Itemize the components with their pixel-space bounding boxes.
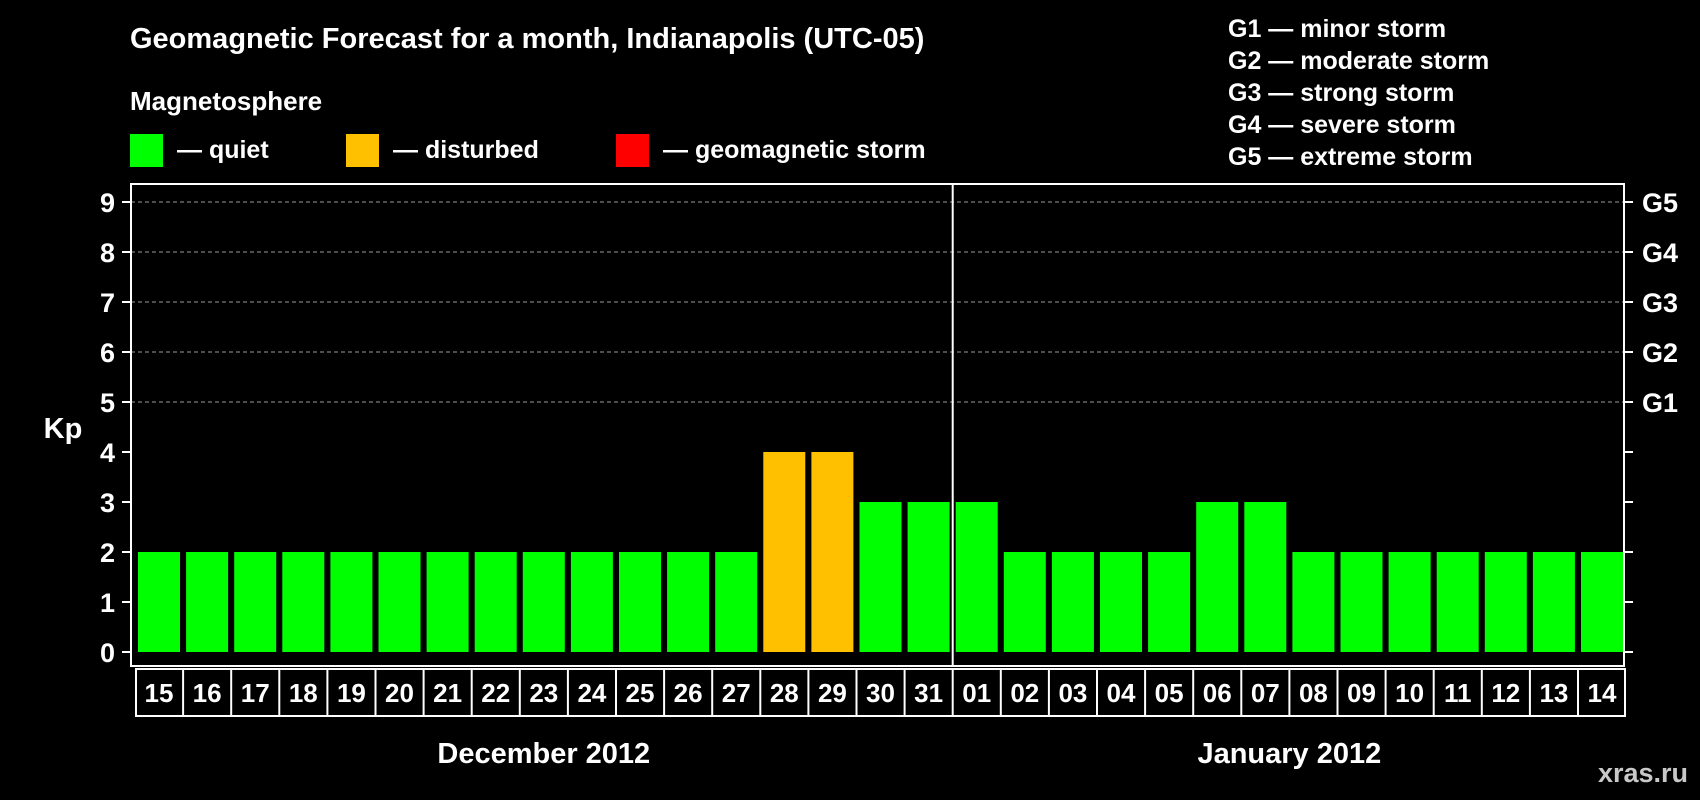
chart-title: Geomagnetic Forecast for a month, Indian…: [130, 23, 924, 55]
storm-level-g3: G3 — strong storm: [1228, 79, 1454, 107]
bar-08: [1292, 552, 1335, 652]
bar-15: [138, 552, 180, 652]
x-tick-label-03: 03: [1058, 678, 1087, 708]
bar-19: [330, 552, 373, 652]
x-tick-label-11: 11: [1444, 678, 1472, 708]
x-tick-label-08: 08: [1299, 678, 1328, 708]
bar-14: [1581, 552, 1623, 652]
y-tick-label-9: 9: [100, 188, 115, 218]
x-tick-label-02: 02: [1010, 678, 1039, 708]
x-tick-label-10: 10: [1395, 678, 1424, 708]
bar-30: [859, 502, 902, 652]
bar-16: [186, 552, 229, 652]
x-tick-label-24: 24: [577, 678, 606, 708]
month-label-1: December 2012: [437, 738, 650, 770]
bar-03: [1051, 552, 1094, 652]
right-label-G3: G3: [1642, 288, 1678, 318]
plot-frame: [130, 183, 1625, 667]
legend-label-quiet: — quiet: [177, 136, 269, 164]
bar-21: [426, 552, 469, 652]
bar-06: [1196, 502, 1239, 652]
x-tick-label-28: 28: [770, 678, 799, 708]
bar-05: [1148, 552, 1191, 652]
x-tick-label-20: 20: [385, 678, 414, 708]
x-tick-label-30: 30: [866, 678, 895, 708]
x-tick-label-31: 31: [914, 678, 943, 708]
x-tick-label-22: 22: [481, 678, 510, 708]
bar-20: [378, 552, 421, 652]
month-label-2: January 2012: [1197, 738, 1381, 770]
bar-02: [1003, 552, 1046, 652]
bar-24: [570, 552, 613, 652]
x-tick-label-25: 25: [626, 678, 655, 708]
bar-11: [1436, 552, 1479, 652]
x-tick-label-12: 12: [1491, 678, 1520, 708]
bar-27: [715, 552, 758, 652]
right-label-G5: G5: [1642, 188, 1678, 218]
storm-level-g4: G4 — severe storm: [1228, 111, 1456, 139]
x-tick-label-09: 09: [1347, 678, 1376, 708]
x-tick-label-19: 19: [337, 678, 366, 708]
x-tick-label-29: 29: [818, 678, 847, 708]
bar-13: [1532, 552, 1575, 652]
bar-01: [955, 502, 998, 652]
right-label-G4: G4: [1642, 238, 1678, 268]
bar-31: [907, 502, 950, 652]
bar-28: [763, 452, 806, 652]
watermark: xras.ru: [1598, 758, 1688, 788]
x-tick-label-21: 21: [433, 678, 462, 708]
storm-level-g5: G5 — extreme storm: [1228, 143, 1473, 171]
y-tick-label-4: 4: [100, 438, 115, 468]
y-tick-label-3: 3: [100, 488, 115, 518]
bar-22: [474, 552, 517, 652]
legend-swatch-disturbed: [346, 134, 379, 167]
bar-07: [1244, 502, 1287, 652]
y-tick-label-0: 0: [100, 638, 115, 668]
bar-12: [1484, 552, 1527, 652]
x-tick-label-05: 05: [1155, 678, 1184, 708]
y-tick-label-1: 1: [100, 588, 115, 618]
x-tick-label-27: 27: [722, 678, 751, 708]
bar-04: [1100, 552, 1142, 652]
legend-label-storm: — geomagnetic storm: [663, 136, 926, 164]
bar-29: [811, 452, 854, 652]
bar-26: [667, 552, 710, 652]
storm-level-g2: G2 — moderate storm: [1228, 47, 1489, 75]
y-tick-label-2: 2: [100, 538, 115, 568]
storm-level-g1: G1 — minor storm: [1228, 15, 1446, 43]
legend-swatch-storm: [616, 134, 649, 167]
x-tick-label-23: 23: [529, 678, 558, 708]
x-tick-label-18: 18: [289, 678, 318, 708]
date-row: [135, 668, 1626, 717]
x-tick-label-07: 07: [1251, 678, 1280, 708]
legend-swatch-quiet: [130, 134, 163, 167]
right-label-G1: G1: [1642, 388, 1678, 418]
y-tick-label-7: 7: [100, 288, 115, 318]
x-tick-label-06: 06: [1203, 678, 1232, 708]
right-label-G2: G2: [1642, 338, 1678, 368]
bar-23: [522, 552, 565, 652]
legend-title: Magnetosphere: [130, 86, 322, 116]
x-tick-label-15: 15: [145, 678, 174, 708]
x-tick-label-01: 01: [962, 678, 991, 708]
bar-17: [234, 552, 277, 652]
bar-25: [619, 552, 661, 652]
y-axis-label: Kp: [44, 413, 83, 445]
x-tick-label-04: 04: [1107, 678, 1136, 708]
legend-label-disturbed: — disturbed: [393, 136, 539, 164]
bar-10: [1388, 552, 1431, 652]
bar-18: [282, 552, 325, 652]
y-tick-label-6: 6: [100, 338, 115, 368]
y-tick-label-5: 5: [100, 388, 115, 418]
x-tick-label-16: 16: [193, 678, 222, 708]
y-tick-label-8: 8: [100, 238, 115, 268]
x-tick-label-13: 13: [1539, 678, 1568, 708]
x-tick-label-14: 14: [1588, 678, 1617, 708]
bar-09: [1340, 552, 1383, 652]
x-tick-label-26: 26: [674, 678, 703, 708]
x-tick-label-17: 17: [241, 678, 270, 708]
